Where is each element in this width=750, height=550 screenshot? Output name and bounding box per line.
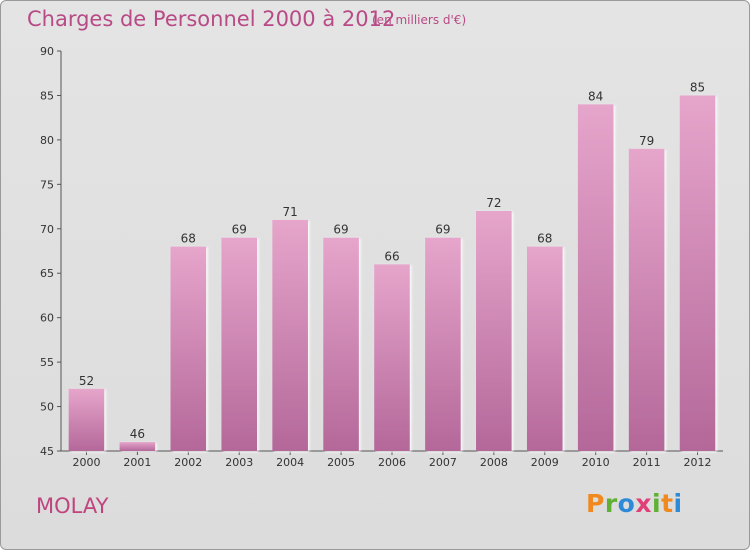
x-tick-label: 2009 <box>531 456 559 469</box>
data-label: 71 <box>283 205 298 219</box>
bar-2006 <box>374 264 410 451</box>
x-tick-label: 2006 <box>378 456 406 469</box>
data-label: 69 <box>435 223 450 237</box>
brand-letter: x <box>635 489 652 518</box>
x-tick-label: 2011 <box>633 456 661 469</box>
data-label: 69 <box>232 223 247 237</box>
y-tick-label: 45 <box>40 445 54 458</box>
x-tick-label: 2012 <box>684 456 712 469</box>
y-tick-label: 70 <box>40 223 54 236</box>
chart-title: Charges de Personnel 2000 à 2012 <box>27 7 396 31</box>
x-tick-label: 2007 <box>429 456 457 469</box>
bar-2001 <box>119 442 156 451</box>
bar-2009 <box>526 246 563 451</box>
data-label: 68 <box>181 232 196 246</box>
x-tick-label: 2010 <box>582 456 610 469</box>
y-tick-label: 85 <box>40 89 54 102</box>
brand-letter: P <box>586 489 605 518</box>
data-label: 84 <box>588 89 603 103</box>
bar-2003 <box>221 237 258 451</box>
data-label: 66 <box>384 249 399 263</box>
x-tick-label: 2003 <box>225 456 253 469</box>
bar-2002 <box>170 246 207 451</box>
bar-2008 <box>476 211 512 451</box>
x-tick-label: 2000 <box>72 456 100 469</box>
data-label: 46 <box>130 427 145 441</box>
chart-subtitle: (en milliers d'€) <box>372 13 467 27</box>
x-tick-label: 2008 <box>480 456 508 469</box>
proxiti-logo: Proxiti <box>586 489 683 518</box>
y-tick-label: 75 <box>40 178 54 191</box>
y-tick-label: 55 <box>40 356 54 369</box>
brand-letter: i <box>673 489 683 518</box>
data-label: 72 <box>486 196 501 210</box>
x-tick-label: 2002 <box>174 456 202 469</box>
bar-2004 <box>272 219 308 451</box>
bar-2010 <box>577 104 614 451</box>
y-tick-label: 65 <box>40 267 54 280</box>
bar-2000 <box>68 388 105 451</box>
bar-2007 <box>425 237 461 451</box>
bar-2012 <box>679 95 716 451</box>
brand-letter: i <box>652 489 662 518</box>
y-tick-label: 60 <box>40 312 54 325</box>
x-tick-label: 2004 <box>276 456 304 469</box>
x-tick-label: 2005 <box>327 456 355 469</box>
commune-name: MOLAY <box>36 494 109 518</box>
x-tick-label: 2001 <box>123 456 151 469</box>
data-label: 85 <box>690 80 705 94</box>
bar-2011 <box>628 148 665 451</box>
data-label: 79 <box>639 134 654 148</box>
y-tick-label: 90 <box>40 45 54 58</box>
data-label: 52 <box>79 374 94 388</box>
y-tick-label: 50 <box>40 401 54 414</box>
brand-letter: r <box>604 489 618 518</box>
data-label: 69 <box>333 223 348 237</box>
brand-letter: o <box>617 489 636 518</box>
data-label: 68 <box>537 232 552 246</box>
brand-letter: t <box>661 489 674 518</box>
y-tick-label: 80 <box>40 134 54 147</box>
bar-2005 <box>323 237 359 451</box>
